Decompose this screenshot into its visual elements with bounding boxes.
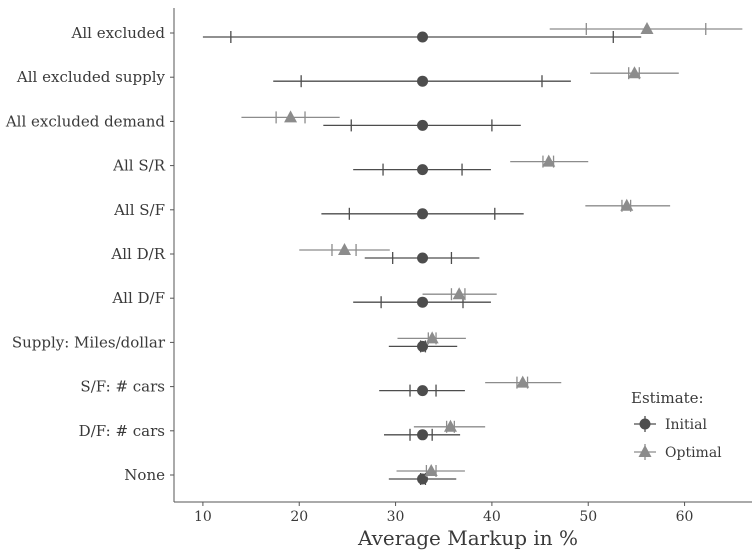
estimate-point xyxy=(417,208,429,220)
x-tick-label: 30 xyxy=(387,509,405,525)
estimate-point xyxy=(417,296,429,308)
estimate-point xyxy=(452,287,466,300)
estimate-point xyxy=(417,164,429,176)
category-label: All S/R xyxy=(112,157,166,175)
category-label: S/F: # cars xyxy=(80,378,165,396)
legend-key-marker xyxy=(639,418,651,430)
category-label: All excluded demand xyxy=(5,112,166,130)
estimate-point xyxy=(417,31,429,43)
estimate-point xyxy=(417,429,429,441)
legend-key-marker xyxy=(638,445,652,457)
category-label: All excluded supply xyxy=(16,68,166,86)
category-label: All D/R xyxy=(110,245,165,263)
axes xyxy=(173,8,752,503)
estimate-point xyxy=(424,464,438,476)
estimate-point xyxy=(417,119,429,131)
x-tick-label: 20 xyxy=(290,509,308,525)
x-axis-ticks: 10 20 30 40 50 60 xyxy=(194,502,693,525)
category-label: All S/F xyxy=(113,201,165,219)
x-tick-label: 50 xyxy=(579,509,597,525)
estimate-point xyxy=(516,375,530,388)
data-marks xyxy=(202,22,743,485)
estimate-point xyxy=(443,419,457,432)
x-axis-title: Average Markup in % xyxy=(357,526,578,550)
estimate-point xyxy=(417,340,429,352)
estimate-point xyxy=(417,385,429,397)
series-optimal xyxy=(241,22,743,477)
estimate-point xyxy=(640,22,654,34)
legend: Estimate: Initial Optimal xyxy=(631,389,722,461)
estimate-point xyxy=(425,331,439,344)
x-tick-label: 60 xyxy=(676,509,694,525)
category-label: All excluded xyxy=(71,24,166,42)
estimate-point xyxy=(627,66,641,79)
category-labels: All excluded All excluded supply All exclu… xyxy=(5,24,174,484)
estimate-point xyxy=(542,154,556,167)
series-initial xyxy=(202,31,642,485)
x-tick-label: 40 xyxy=(483,509,501,525)
legend-label: Optimal xyxy=(665,445,722,461)
category-label: None xyxy=(124,466,165,484)
estimate-point xyxy=(417,252,429,264)
estimate-point xyxy=(417,75,429,87)
estimate-point xyxy=(620,198,634,211)
category-label: D/F: # cars xyxy=(79,422,165,440)
legend-label: Initial xyxy=(665,417,707,433)
estimate-point xyxy=(417,473,429,485)
estimate-point xyxy=(338,243,352,255)
x-tick-label: 10 xyxy=(194,509,212,525)
estimate-point xyxy=(284,110,298,123)
category-label: All D/F xyxy=(111,289,165,307)
legend-title: Estimate: xyxy=(631,389,704,407)
category-label: Supply: Miles/dollar xyxy=(12,333,166,351)
